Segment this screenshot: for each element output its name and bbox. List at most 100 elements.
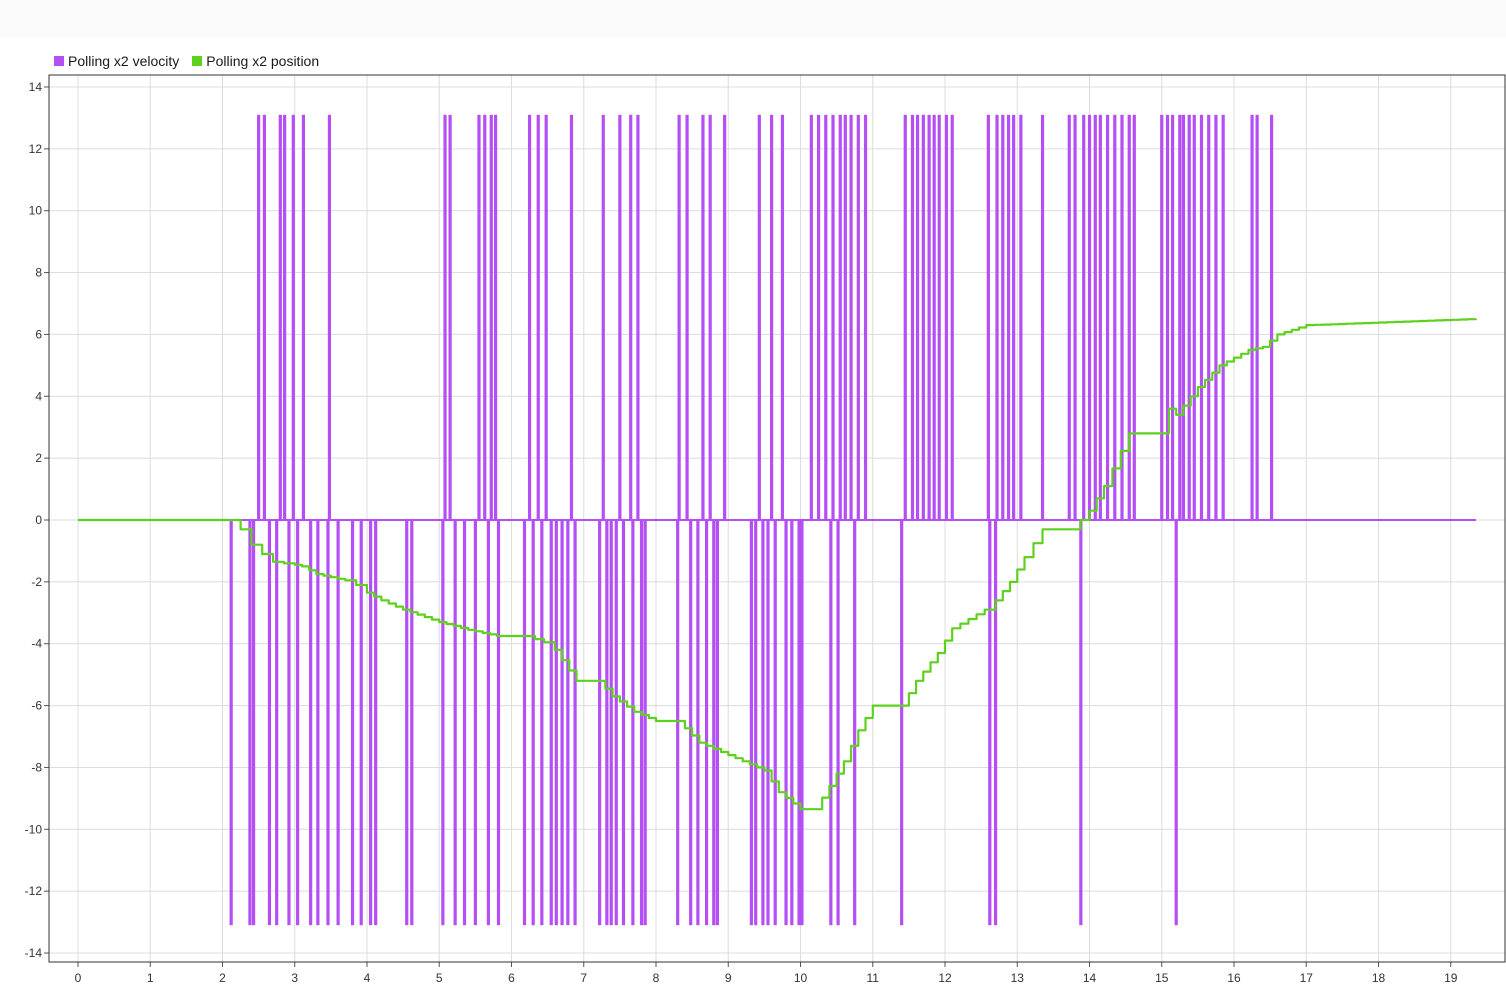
- tick-label-y: -4: [31, 637, 42, 651]
- velocity-pulse: [410, 520, 414, 926]
- velocity-pulse: [1181, 114, 1186, 520]
- tick-label-x: 7: [580, 971, 587, 985]
- tick-label-y: 6: [35, 327, 42, 341]
- velocity-pulse: [248, 520, 252, 926]
- velocity-pulse: [566, 520, 570, 926]
- velocity-pulse: [636, 114, 640, 520]
- velocity-pulse: [863, 114, 868, 520]
- velocity-pulse: [766, 520, 770, 926]
- tick-label-y: -10: [25, 822, 43, 836]
- velocity-pulse: [1255, 114, 1259, 520]
- velocity-pulse: [932, 114, 936, 520]
- velocity-pulse: [494, 114, 498, 520]
- velocity-pulse: [629, 114, 633, 520]
- velocity-pulse: [856, 114, 860, 520]
- velocity-pulse: [900, 520, 904, 926]
- velocity-pulse: [1113, 114, 1117, 520]
- velocity-pulse: [296, 520, 300, 926]
- velocity-pulse: [1132, 114, 1136, 520]
- legend-swatch-position: [192, 56, 203, 66]
- velocity-pulse: [336, 520, 340, 926]
- velocity-pulse: [522, 520, 527, 926]
- velocity-pulse: [816, 114, 821, 520]
- legend-label-position: Polling x2 position: [206, 53, 320, 69]
- tick-label-x: 3: [291, 971, 298, 985]
- tick-label-x: 11: [867, 971, 880, 985]
- tick-label-x: 0: [75, 971, 82, 985]
- velocity-pulse: [573, 520, 577, 926]
- tick-label-y: 10: [29, 204, 43, 218]
- velocity-pulse: [544, 114, 548, 520]
- velocity-pulse: [462, 520, 467, 926]
- velocity-pulse: [554, 520, 558, 926]
- velocity-pulse: [473, 520, 477, 926]
- tick-label-x: 17: [1300, 971, 1314, 985]
- velocity-pulse: [614, 520, 618, 926]
- velocity-pulse: [1079, 520, 1083, 926]
- velocity-pulse: [262, 114, 267, 520]
- tick-label-x: 6: [508, 971, 515, 985]
- velocity-pulse: [921, 114, 925, 520]
- velocity-pulse: [910, 114, 915, 520]
- velocity-pulse: [1098, 114, 1102, 520]
- velocity-pulse: [995, 114, 999, 520]
- tick-label-y: -12: [25, 884, 43, 898]
- velocity-pulse: [569, 114, 574, 520]
- velocity-pulse: [780, 114, 785, 520]
- velocity-pulse: [621, 520, 626, 926]
- velocity-pulse: [1269, 114, 1274, 520]
- tick-label-x: 5: [436, 971, 443, 985]
- velocity-pulse: [326, 520, 330, 926]
- velocity-pulse: [993, 520, 998, 926]
- tick-label-y: 14: [29, 80, 43, 94]
- velocity-pulse: [701, 114, 705, 520]
- velocity-pulse: [560, 520, 564, 926]
- velocity-pulse: [229, 520, 233, 926]
- velocity-pulse: [937, 114, 941, 520]
- velocity-pulse: [275, 520, 279, 926]
- velocity-pulse: [1006, 114, 1011, 520]
- velocity-pulse: [761, 520, 765, 926]
- velocity-pulse: [267, 520, 272, 926]
- velocity-pulse: [676, 520, 680, 926]
- velocity-pulse: [800, 520, 804, 926]
- velocity-pulse: [374, 520, 378, 926]
- tick-label-x: 16: [1227, 971, 1241, 985]
- velocity-pulse: [1012, 114, 1016, 520]
- velocity-pulse: [849, 114, 853, 520]
- velocity-pulse: [1040, 114, 1045, 520]
- velocity-pulse: [712, 520, 716, 926]
- velocity-pulse: [316, 520, 320, 926]
- velocity-pulse: [831, 114, 835, 520]
- velocity-pulse: [605, 520, 609, 926]
- velocity-pulse: [257, 114, 261, 520]
- velocity-pulse: [489, 114, 493, 520]
- velocity-pulse: [1165, 114, 1170, 520]
- velocity-pulse: [639, 520, 644, 926]
- velocity-pulse: [770, 114, 774, 520]
- plot-border: [48, 74, 1506, 963]
- velocity-pulse: [283, 114, 287, 520]
- velocity-pulse: [359, 520, 363, 926]
- velocity-pulse: [609, 520, 613, 926]
- velocity-pulse: [988, 520, 992, 926]
- tick-label-y: 2: [35, 451, 42, 465]
- toolbar-area: [0, 0, 1506, 38]
- velocity-pulse: [618, 114, 622, 520]
- chart-legend: Polling x2 velocity Polling x2 position: [54, 52, 332, 70]
- velocity-pulse: [643, 520, 647, 926]
- tick-label-y: 4: [35, 389, 42, 403]
- velocity-pulse: [1093, 114, 1097, 520]
- legend-item-position[interactable]: Polling x2 position: [192, 53, 319, 69]
- tick-label-y: 8: [35, 266, 42, 280]
- velocity-pulse: [853, 520, 857, 926]
- velocity-pulse: [1019, 114, 1023, 520]
- legend-item-velocity[interactable]: Polling x2 velocity: [54, 53, 179, 69]
- velocity-pulse: [278, 114, 282, 520]
- velocity-pulse: [773, 520, 777, 926]
- velocity-pulse: [704, 520, 709, 926]
- tick-label-x: 19: [1444, 971, 1458, 985]
- tick-label-x: 8: [653, 971, 660, 985]
- tick-label-x: 2: [219, 971, 226, 985]
